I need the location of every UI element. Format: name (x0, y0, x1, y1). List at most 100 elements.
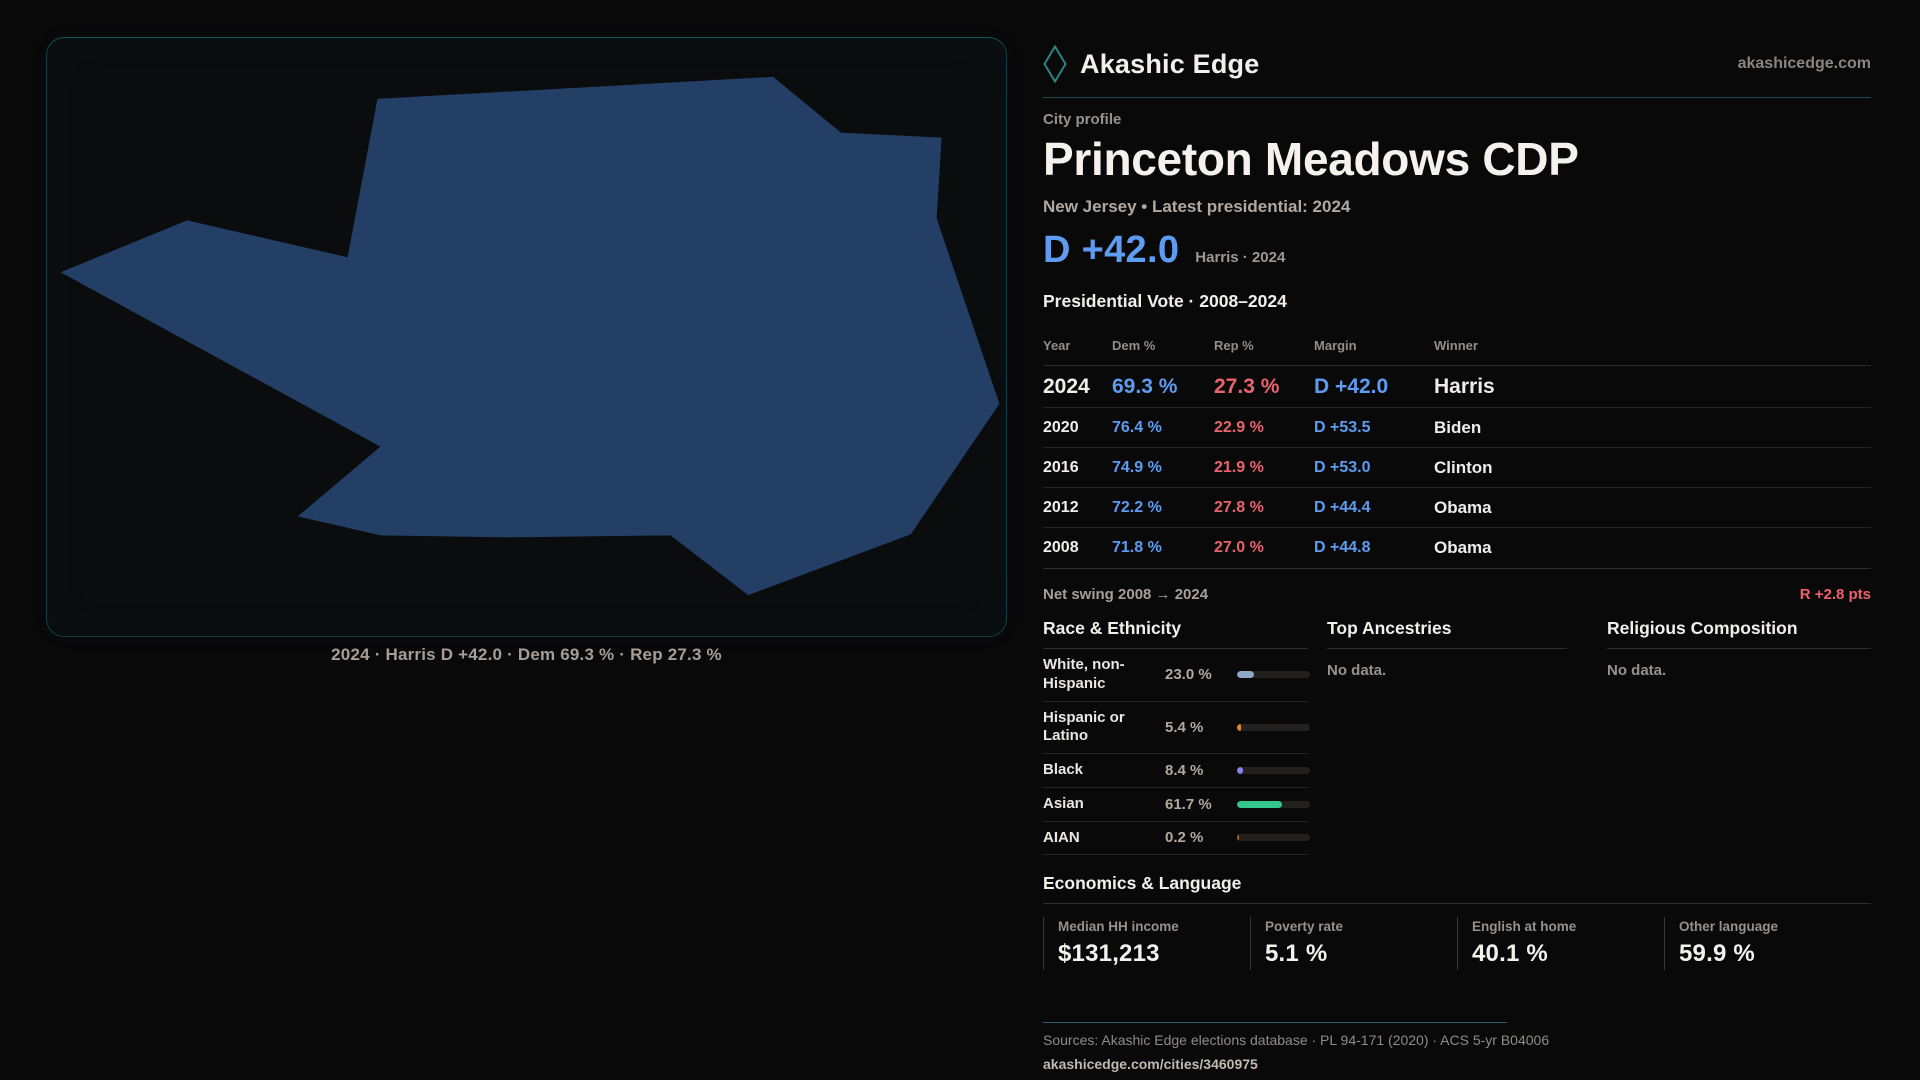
race-value: 8.4 % (1165, 761, 1204, 779)
vote-cell-year: 2008 (1043, 539, 1079, 556)
vote-table-title: Presidential Vote · 2008–2024 (1043, 291, 1287, 311)
vote-col-header: Rep % (1214, 338, 1254, 353)
race-bar-fill (1237, 723, 1241, 731)
race-bar-fill (1237, 800, 1282, 808)
city-boundary-map (60, 76, 1000, 596)
vote-table-row: 2016 74.9 % 21.9 % D +53.0 Clinton (1043, 448, 1871, 488)
religion-section-title: Religious Composition (1607, 618, 1871, 649)
stat-value: 59.9 % (1679, 940, 1755, 968)
vote-cell-win: Biden (1434, 417, 1482, 437)
vote-table-row: 2012 72.2 % 27.8 % D +44.4 Obama (1043, 488, 1871, 528)
race-label: AIAN (1043, 828, 1080, 846)
stat-value: $131,213 (1058, 940, 1160, 968)
vote-cell-dem: 72.2 % (1112, 498, 1162, 516)
stat-label: Median HH income (1058, 919, 1179, 935)
economics-stat: Median HH income $131,213 (1043, 917, 1250, 971)
demographics-sections: Race & Ethnicity White, non-Hispanic 23.0… (1043, 618, 1871, 856)
brand-diamond-icon (1043, 45, 1067, 83)
vote-cell-rep: 27.3 % (1214, 374, 1280, 398)
city-boundary-polygon (60, 76, 1000, 596)
vote-cell-rep: 22.9 % (1214, 418, 1264, 436)
net-swing-label: Net swing 2008 → 2024 (1043, 586, 1209, 603)
section-top-ancestries: Top Ancestries No data. (1327, 618, 1567, 855)
vote-cell-mar: D +53.5 (1314, 418, 1371, 436)
race-value: 61.7 % (1165, 795, 1212, 813)
vote-table: Year Dem % Rep % Margin Winner 2024 69.3 % 27.… (1043, 338, 1871, 568)
vote-cell-mar: D +53.0 (1314, 458, 1371, 476)
net-swing-row: Net swing 2008 → 2024 R +2.8 pts (1043, 568, 1871, 618)
vote-cell-rep: 27.8 % (1214, 498, 1264, 516)
ancestries-empty-state: No data. (1327, 662, 1387, 679)
profile-column: Akashic Edge akashicedge.com City profil… (1043, 0, 1871, 1072)
economics-stat: Other language 59.9 % (1664, 917, 1871, 971)
net-swing-value: R +2.8 pts (1799, 586, 1871, 603)
vote-table-row: 2024 69.3 % 27.3 % D +42.0 Harris (1043, 366, 1871, 408)
stat-label: English at home (1472, 919, 1577, 935)
brand-url-link[interactable]: akashicedge.com (1737, 55, 1871, 72)
stat-value: 5.1 % (1265, 940, 1328, 968)
headline-margin-value: D +42.0 (1043, 229, 1180, 271)
race-bar-track (1237, 671, 1310, 679)
vote-cell-year: 2012 (1043, 498, 1079, 516)
race-bar-fill (1237, 671, 1254, 679)
economics-section-title: Economics & Language (1043, 873, 1871, 905)
vote-col-header: Margin (1314, 338, 1357, 353)
ancestries-section-title: Top Ancestries (1327, 618, 1567, 649)
stat-label: Other language (1679, 919, 1779, 935)
race-row: White, non-Hispanic 23.0 % (1043, 649, 1310, 702)
footer-divider (1043, 1022, 1507, 1024)
vote-table-header: Year Dem % Rep % Margin Winner (1043, 338, 1871, 366)
race-row: Asian 61.7 % (1043, 788, 1310, 822)
race-value: 0.2 % (1165, 829, 1204, 847)
page-title: Princeton Meadows CDP (1043, 133, 1579, 185)
vote-cell-mar: D +42.0 (1314, 374, 1389, 398)
economics-stat: English at home 40.1 % (1457, 917, 1664, 971)
race-bar-track (1237, 800, 1310, 808)
vote-cell-win: Obama (1434, 497, 1492, 517)
header: Akashic Edge akashicedge.com (1043, 0, 1871, 98)
race-bar-track (1237, 766, 1310, 774)
vote-cell-rep: 21.9 % (1214, 458, 1264, 476)
stat-value: 40.1 % (1472, 940, 1548, 968)
section-race-ethnicity: Race & Ethnicity White, non-Hispanic 23.0… (1043, 618, 1310, 856)
stat-label: Poverty rate (1265, 919, 1344, 935)
vote-col-header: Winner (1434, 338, 1478, 353)
race-value: 23.0 % (1165, 666, 1212, 684)
race-bar-fill (1237, 766, 1243, 774)
vote-cell-mar: D +44.8 (1314, 539, 1371, 556)
vote-cell-dem: 74.9 % (1112, 458, 1162, 476)
vote-cell-mar: D +44.4 (1314, 498, 1371, 516)
vote-cell-rep: 27.0 % (1214, 539, 1264, 556)
footer: Sources: Akashic Edge elections database… (1043, 1022, 1871, 1072)
vote-cell-year: 2024 (1043, 374, 1090, 398)
page-subtitle: New Jersey • Latest presidential: 2024 (1043, 197, 1351, 216)
vote-col-header: Dem % (1112, 338, 1156, 353)
vote-cell-year: 2016 (1043, 458, 1079, 476)
race-row: AIAN 0.2 % (1043, 822, 1310, 856)
section-economics-language: Economics & Language Median HH income $13… (1043, 873, 1871, 971)
footer-permalink[interactable]: akashicedge.com/cities/3460975 (1043, 1056, 1258, 1073)
vote-table-body: 2024 69.3 % 27.3 % D +42.0 Harris 2020 76.4 % 2… (1043, 366, 1871, 568)
headline-margin-row: D +42.0 Harris · 2024 (1043, 229, 1871, 272)
city-map-panel (46, 37, 1007, 637)
economics-stat: Poverty rate 5.1 % (1250, 917, 1457, 971)
brand-name: Akashic Edge (1080, 48, 1260, 79)
race-rows: White, non-Hispanic 23.0 % Hispanic or Lat… (1043, 649, 1310, 856)
race-bar-fill (1237, 834, 1239, 842)
race-label: Asian (1043, 794, 1084, 812)
race-row: Hispanic or Latino 5.4 % (1043, 702, 1310, 754)
vote-cell-win: Obama (1434, 538, 1492, 557)
vote-cell-dem: 69.3 % (1112, 374, 1178, 398)
race-label: Black (1043, 761, 1084, 778)
race-bar-track (1237, 834, 1310, 842)
race-label: White, non-Hispanic (1043, 656, 1125, 692)
vote-table-row: 2020 76.4 % 22.9 % D +53.5 Biden (1043, 408, 1871, 448)
section-religious-composition: Religious Composition No data. (1607, 618, 1871, 855)
race-label: Hispanic or Latino (1043, 708, 1125, 745)
race-value: 5.4 % (1165, 718, 1204, 736)
vote-col-header: Year (1043, 338, 1071, 353)
footer-sources: Sources: Akashic Edge elections database… (1043, 1032, 1550, 1049)
economics-stats-row: Median HH income $131,213 Poverty rate 5.1 … (1043, 917, 1871, 971)
vote-cell-win: Harris (1434, 374, 1495, 398)
religion-empty-state: No data. (1607, 662, 1667, 679)
